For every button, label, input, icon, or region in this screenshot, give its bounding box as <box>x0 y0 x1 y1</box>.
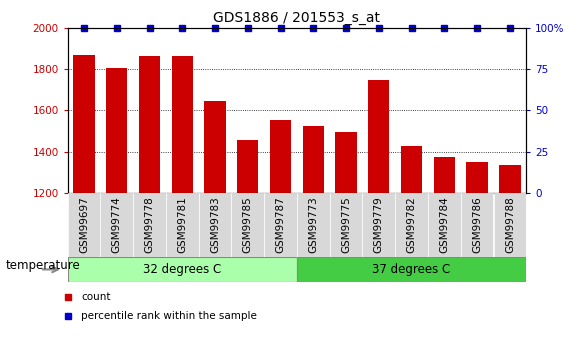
Bar <box>106 68 128 193</box>
Bar <box>68 257 297 282</box>
Bar <box>166 193 199 257</box>
Bar <box>133 193 166 257</box>
Text: GSM99779: GSM99779 <box>374 196 384 253</box>
Bar <box>237 140 259 193</box>
Text: GSM99784: GSM99784 <box>439 196 449 253</box>
Text: GSM99788: GSM99788 <box>505 196 515 253</box>
Bar <box>330 193 362 257</box>
Bar <box>368 80 389 193</box>
Text: GSM99783: GSM99783 <box>210 196 220 253</box>
Text: GSM99781: GSM99781 <box>177 196 188 253</box>
Bar <box>362 193 395 257</box>
Bar <box>205 101 226 193</box>
Bar <box>395 193 428 257</box>
Text: GSM99778: GSM99778 <box>145 196 155 253</box>
Bar <box>297 193 330 257</box>
Bar <box>493 193 526 257</box>
Text: GSM99786: GSM99786 <box>472 196 482 253</box>
Text: GSM99787: GSM99787 <box>276 196 286 253</box>
Bar <box>303 126 324 193</box>
Bar <box>232 193 264 257</box>
Text: count: count <box>81 292 111 302</box>
Bar <box>74 55 95 193</box>
Title: GDS1886 / 201553_s_at: GDS1886 / 201553_s_at <box>213 11 380 25</box>
Bar <box>270 120 291 193</box>
Text: GSM99697: GSM99697 <box>79 196 89 253</box>
Text: 37 degrees C: 37 degrees C <box>372 263 451 276</box>
Text: percentile rank within the sample: percentile rank within the sample <box>81 312 258 321</box>
Bar <box>199 193 232 257</box>
Bar <box>264 193 297 257</box>
Bar <box>461 193 493 257</box>
Bar <box>68 193 101 257</box>
Text: 32 degrees C: 32 degrees C <box>143 263 222 276</box>
Text: GSM99775: GSM99775 <box>341 196 351 253</box>
Bar <box>139 56 160 193</box>
Bar <box>428 193 461 257</box>
Text: GSM99782: GSM99782 <box>406 196 417 253</box>
Text: GSM99773: GSM99773 <box>308 196 318 253</box>
Text: temperature: temperature <box>6 259 81 273</box>
Bar <box>335 132 357 193</box>
Bar <box>297 257 526 282</box>
Bar <box>434 157 455 193</box>
Bar <box>101 193 133 257</box>
Bar <box>401 146 422 193</box>
Bar <box>172 56 193 193</box>
Text: GSM99774: GSM99774 <box>112 196 122 253</box>
Bar <box>499 165 520 193</box>
Bar <box>466 162 488 193</box>
Text: GSM99785: GSM99785 <box>243 196 253 253</box>
